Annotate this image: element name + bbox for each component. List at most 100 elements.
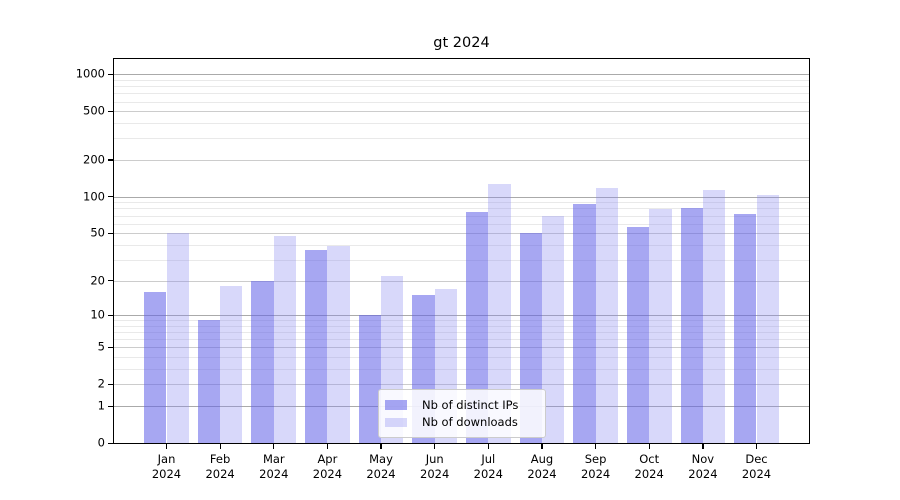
- x-tick-mark: [434, 444, 436, 449]
- minor-gridline: [114, 357, 809, 359]
- legend-swatch-downloads: [385, 417, 407, 427]
- y-tick-mark: [108, 159, 113, 161]
- y-tick-label: 0: [97, 435, 105, 450]
- legend: Nb of distinct IPs Nb of downloads: [378, 389, 546, 438]
- y-tick-label: 10: [90, 307, 105, 322]
- gridline-1000: [114, 74, 809, 76]
- x-tick-label: Nov 2024: [688, 452, 718, 481]
- bar-distinct-ips-feb: [197, 320, 221, 443]
- bar-distinct-ips-apr: [305, 250, 328, 443]
- minor-gridline: [114, 244, 809, 246]
- x-tick-mark: [702, 444, 704, 449]
- y-tick-mark: [108, 73, 113, 75]
- minor-gridline: [114, 138, 809, 140]
- x-tick-mark: [273, 444, 275, 449]
- y-tick-label: 1000: [75, 66, 105, 81]
- x-tick-mark: [219, 444, 221, 449]
- x-tick-label: Aug 2024: [527, 452, 557, 481]
- x-tick-label: Oct 2024: [634, 452, 664, 481]
- y-tick-label: 20: [90, 273, 105, 287]
- bar-distinct-ips-mar: [251, 280, 274, 443]
- x-tick-label: Dec 2024: [741, 452, 772, 481]
- bar-distinct-ips-nov: [680, 208, 703, 443]
- minor-gridline: [114, 215, 809, 217]
- y-tick-mark: [108, 110, 113, 112]
- x-tick-mark: [380, 444, 382, 449]
- bar-distinct-ips-oct: [626, 227, 650, 443]
- y-tick-mark: [108, 383, 113, 386]
- y-tick-label: 200: [83, 152, 105, 167]
- minor-gridline: [114, 325, 809, 327]
- gridline-2: [114, 384, 809, 386]
- x-tick-label: Jan 2024: [151, 452, 182, 481]
- x-tick-mark: [541, 444, 543, 449]
- x-tick-label: Jul 2024: [473, 452, 503, 481]
- x-tick-label: May 2024: [366, 452, 396, 481]
- x-tick-label: Mar 2024: [259, 452, 289, 481]
- bar-downloads-mar: [273, 236, 297, 443]
- x-tick-mark: [326, 444, 329, 449]
- minor-gridline: [114, 320, 809, 322]
- x-tick-mark: [755, 444, 758, 449]
- gridline-20: [114, 280, 809, 282]
- y-tick-mark: [108, 314, 113, 316]
- x-tick-label: Feb 2024: [205, 452, 235, 481]
- bar-downloads-jul: [488, 184, 511, 443]
- x-tick-mark: [487, 444, 489, 449]
- minor-gridline: [114, 259, 809, 261]
- legend-item-downloads: Nb of downloads: [385, 414, 537, 432]
- minor-gridline: [114, 339, 809, 341]
- bar-downloads-feb: [220, 285, 243, 443]
- minor-gridline: [114, 101, 809, 103]
- legend-item-distinct-ips: Nb of distinct IPs: [385, 396, 537, 414]
- legend-label-distinct-ips: Nb of distinct IPs: [422, 397, 519, 412]
- y-tick-mark: [108, 346, 113, 349]
- minor-gridline: [114, 223, 809, 225]
- minor-gridline: [114, 93, 809, 95]
- x-tick-mark: [165, 444, 168, 449]
- legend-label-downloads: Nb of downloads: [422, 415, 518, 430]
- bar-distinct-ips-sep: [573, 204, 596, 443]
- bar-distinct-ips-jan: [144, 291, 167, 443]
- x-tick-label: Apr 2024: [312, 452, 343, 481]
- gridline-500: [114, 111, 809, 113]
- minor-gridline: [114, 202, 809, 204]
- minor-gridline: [114, 79, 809, 81]
- gridline-50: [114, 233, 809, 235]
- bar-distinct-ips-jul: [465, 211, 489, 443]
- y-tick-mark: [108, 405, 113, 407]
- x-tick-mark: [595, 444, 597, 449]
- y-tick-label: 5: [97, 339, 105, 354]
- minor-gridline: [114, 86, 809, 88]
- gridline-10: [114, 315, 809, 316]
- bar-downloads-sep: [595, 188, 618, 443]
- gridline-5: [114, 347, 809, 349]
- x-tick-label: Sep 2024: [580, 452, 611, 481]
- y-tick-label: 50: [90, 225, 105, 240]
- gridline-100: [114, 196, 809, 198]
- bar-distinct-ips-dec: [734, 214, 757, 443]
- bar-downloads-jan: [166, 233, 189, 443]
- minor-gridline: [114, 369, 809, 370]
- x-tick-mark: [648, 444, 650, 449]
- x-tick-label: Jun 2024: [420, 452, 450, 481]
- bar-downloads-apr: [327, 246, 350, 443]
- y-tick-label: 1: [97, 398, 105, 413]
- legend-swatch-distinct-ips: [385, 400, 407, 410]
- y-tick-mark: [108, 232, 113, 234]
- minor-gridline: [114, 123, 809, 125]
- minor-gridline: [114, 208, 809, 210]
- y-tick-label: 500: [83, 103, 105, 118]
- bar-downloads-dec: [756, 194, 779, 443]
- gridline-200: [114, 159, 809, 161]
- bar-downloads-oct: [649, 209, 672, 443]
- y-tick-mark: [108, 196, 113, 198]
- chart-title: gt 2024: [433, 35, 490, 51]
- y-tick-mark: [108, 280, 113, 282]
- bar-downloads-aug: [542, 215, 565, 443]
- minor-gridline: [114, 332, 809, 333]
- y-tick-label: 100: [83, 189, 105, 204]
- bar-downloads-nov: [702, 189, 726, 443]
- plot-area: [113, 58, 810, 444]
